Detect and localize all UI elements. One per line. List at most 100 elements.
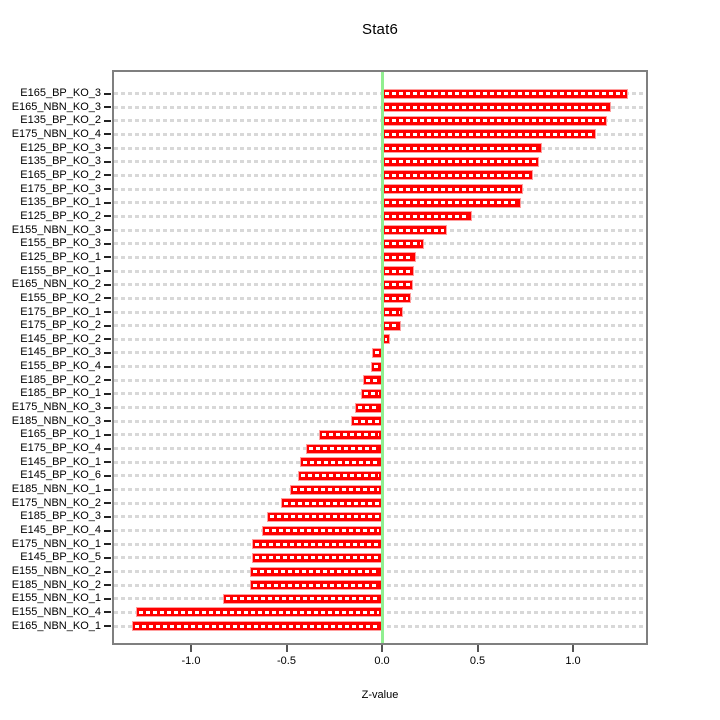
- y-axis-tick: [104, 188, 111, 191]
- bar-inner-dash: [264, 529, 379, 533]
- gridline: [114, 187, 646, 191]
- y-axis-label: E175_NBN_KO_3: [11, 401, 101, 414]
- gridline: [114, 283, 646, 287]
- gridline: [114, 201, 646, 205]
- bar-E135_BP_KO_2: [382, 115, 608, 126]
- bar-E155_BP_KO_1: [382, 266, 415, 277]
- y-axis-label: E185_NBN_KO_3: [11, 414, 101, 427]
- x-axis-tick-label: -0.5: [277, 655, 296, 667]
- bar-E165_BP_KO_1: [318, 429, 382, 440]
- bar-inner-dash: [385, 269, 412, 273]
- bar-E155_NBN_KO_2: [250, 566, 382, 577]
- y-axis-label: E155_NBN_KO_1: [11, 592, 101, 605]
- bar-E185_BP_KO_1: [360, 388, 382, 399]
- y-axis-label: E155_BP_KO_1: [20, 264, 101, 277]
- y-axis-label: E145_BP_KO_4: [20, 524, 101, 537]
- bar-E175_NBN_KO_1: [252, 539, 382, 550]
- bar-inner-dash: [293, 488, 379, 492]
- y-axis-label: E175_NBN_KO_2: [11, 496, 101, 509]
- gridline: [114, 119, 646, 123]
- gridline: [114, 269, 646, 273]
- bar-E185_NBN_KO_2: [250, 580, 382, 591]
- bar-E165_NBN_KO_1: [131, 621, 382, 632]
- gridline: [114, 310, 646, 314]
- y-axis-tick: [104, 174, 111, 177]
- bar-inner-dash: [385, 187, 521, 191]
- y-axis-tick: [104, 420, 111, 423]
- bar-E125_BP_KO_1: [382, 252, 417, 263]
- bar-inner-dash: [375, 351, 379, 355]
- y-axis-label: E145_BP_KO_6: [20, 469, 101, 482]
- y-axis-tick: [104, 447, 111, 450]
- bar-E165_NBN_KO_2: [382, 279, 413, 290]
- y-axis-tick: [104, 283, 111, 286]
- bar-inner-dash: [358, 406, 379, 410]
- gridline: [114, 105, 646, 109]
- gridline: [114, 160, 646, 164]
- y-axis-tick: [104, 92, 111, 95]
- y-axis-tick: [104, 597, 111, 600]
- y-axis-label: E155_BP_KO_3: [20, 237, 101, 250]
- x-axis-tick: [476, 645, 479, 652]
- bar-inner-dash: [253, 583, 379, 587]
- bar-E155_BP_KO_2: [382, 293, 411, 304]
- y-axis-label: E135_BP_KO_3: [20, 155, 101, 168]
- plot-area: [112, 70, 648, 645]
- y-axis-label: E185_BP_KO_1: [20, 387, 101, 400]
- bar-inner-dash: [308, 447, 379, 451]
- y-axis-label: E145_BP_KO_2: [20, 332, 101, 345]
- x-axis-tick: [381, 645, 383, 652]
- bar-E145_BP_KO_1: [299, 457, 382, 468]
- x-axis-tick-label: 0.5: [469, 655, 486, 667]
- y-axis-tick: [104, 311, 111, 314]
- y-axis-tick: [104, 201, 111, 204]
- y-axis-label: E175_BP_KO_2: [20, 319, 101, 332]
- y-axis-tick: [104, 147, 111, 150]
- y-axis-tick: [104, 570, 111, 573]
- y-axis-tick: [104, 611, 111, 614]
- y-axis-tick: [104, 488, 111, 491]
- y-axis-label: E145_BP_KO_3: [20, 346, 101, 359]
- y-axis-tick: [104, 515, 111, 518]
- gridline: [114, 324, 646, 328]
- y-axis-tick: [104, 351, 111, 354]
- bar-inner-dash: [385, 214, 469, 218]
- bar-E175_NBN_KO_2: [280, 498, 382, 509]
- y-axis-label: E165_NBN_KO_3: [11, 100, 101, 113]
- y-axis-label: E175_BP_KO_4: [20, 442, 101, 455]
- bar-E155_BP_KO_3: [382, 238, 425, 249]
- y-axis-tick: [104, 474, 111, 477]
- bar-E155_NBN_KO_1: [223, 593, 382, 604]
- bar-E185_BP_KO_3: [267, 511, 382, 522]
- y-axis-tick: [104, 625, 111, 628]
- y-axis-label: E125_BP_KO_3: [20, 141, 101, 154]
- bar-inner-dash: [385, 105, 609, 109]
- bar-E135_BP_KO_3: [382, 156, 539, 167]
- y-axis-label: E145_BP_KO_5: [20, 551, 101, 564]
- y-axis-tick: [104, 297, 111, 300]
- bar-inner-dash: [385, 324, 399, 328]
- bar-inner-dash: [385, 283, 410, 287]
- gridline: [114, 214, 646, 218]
- y-axis-label: E165_NBN_KO_1: [11, 619, 101, 632]
- x-axis-tick-label: -1.0: [181, 655, 201, 667]
- bar-E185_NBN_KO_3: [351, 416, 382, 427]
- x-axis-tick-label: 0.0: [374, 655, 390, 667]
- y-axis-label: E155_NBN_KO_2: [11, 565, 101, 577]
- bar-inner-dash: [385, 255, 414, 259]
- y-axis-label: E175_BP_KO_1: [20, 305, 101, 318]
- y-axis-tick: [104, 502, 111, 505]
- bar-E175_NBN_KO_3: [355, 402, 382, 413]
- bar-E155_NBN_KO_4: [135, 607, 382, 618]
- bar-E175_BP_KO_4: [305, 443, 382, 454]
- y-axis-label: E175_NBN_KO_1: [11, 537, 101, 550]
- bar-inner-dash: [373, 365, 379, 369]
- bar-inner-dash: [385, 296, 408, 300]
- bar-inner-dash: [255, 556, 379, 560]
- bar-E135_BP_KO_1: [382, 197, 522, 208]
- bar-E125_BP_KO_3: [382, 143, 543, 154]
- gridline: [114, 296, 646, 300]
- bar-inner-dash: [363, 392, 379, 396]
- bar-E175_BP_KO_3: [382, 184, 524, 195]
